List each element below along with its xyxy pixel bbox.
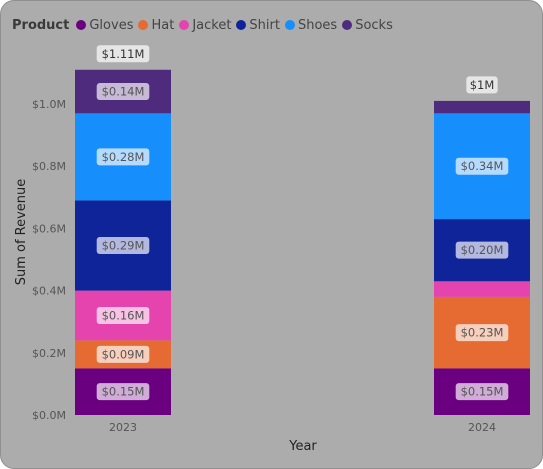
legend-item-shoes[interactable]: Shoes bbox=[284, 17, 338, 33]
data-label-gloves-2023-text: $0.15M bbox=[102, 385, 145, 399]
total-label-2024-bg bbox=[466, 76, 498, 94]
y-tick-label: $0.4M bbox=[32, 285, 66, 298]
data-label-gloves-2024-bg bbox=[455, 383, 509, 401]
legend-label: Shoes bbox=[297, 17, 338, 33]
data-label-shoes-2024: $0.34M bbox=[455, 157, 509, 175]
bars: $0.15M $0.09M $0.16M $0.29M $0.28M $0.14M $1.1… bbox=[75, 45, 530, 415]
data-label-hat-2024-bg bbox=[455, 324, 509, 342]
legend-label: Gloves bbox=[89, 17, 134, 33]
data-label-socks-2023-bg bbox=[96, 83, 150, 101]
data-label-shirt-2023-text: $0.29M bbox=[102, 239, 145, 253]
x-axis: 2023 2024 bbox=[109, 421, 496, 434]
bar-segment-jacket-2024[interactable] bbox=[434, 281, 530, 297]
data-label-jacket-2023-bg bbox=[96, 306, 150, 324]
data-label-shirt-2024: $0.20M bbox=[455, 241, 509, 259]
data-label-shirt-2024-bg bbox=[455, 241, 509, 259]
x-axis-title: Year bbox=[288, 439, 317, 454]
legend-label: Jacket bbox=[192, 17, 232, 33]
legend-swatch bbox=[236, 20, 247, 30]
total-label-2024-text: $1M bbox=[470, 78, 495, 92]
legend-item-shirt[interactable]: Shirt bbox=[236, 18, 280, 33]
y-tick-label: $1.0M bbox=[32, 98, 66, 111]
total-label-2023-text: $1.11M bbox=[102, 47, 145, 61]
legend-label: Shirt bbox=[249, 17, 280, 33]
data-label-gloves-2024-text: $0.15M bbox=[461, 385, 504, 399]
data-label-gloves-2023: $0.15M bbox=[96, 383, 150, 401]
data-label-gloves-2023-bg bbox=[96, 383, 150, 401]
x-tick-label: 2023 bbox=[109, 421, 137, 434]
y-axis-title: Sum of Revenue bbox=[14, 179, 29, 286]
data-label-hat-2023-bg bbox=[96, 345, 150, 363]
legend-items: Gloves Hat Jacket Shirt Shoes Socks bbox=[76, 18, 397, 33]
total-label-2024: $1M bbox=[466, 76, 498, 94]
total-label-2023-bg bbox=[96, 45, 150, 63]
y-tick-label: $0.8M bbox=[32, 160, 66, 173]
data-label-shoes-2023: $0.28M bbox=[96, 148, 150, 166]
data-label-shoes-2023-text: $0.28M bbox=[102, 150, 145, 164]
legend-swatch bbox=[138, 20, 149, 30]
legend-item-hat[interactable]: Hat bbox=[138, 18, 174, 33]
data-label-socks-2023-text: $0.14M bbox=[102, 85, 145, 99]
y-axis: $0.0M $0.2M $0.4M $0.6M $0.8M $1.0M bbox=[32, 98, 66, 422]
total-label-2023: $1.11M bbox=[96, 45, 150, 63]
data-label-shoes-2024-bg bbox=[455, 157, 509, 175]
legend-item-gloves[interactable]: Gloves bbox=[76, 18, 133, 33]
data-label-shirt-2023-bg bbox=[96, 237, 150, 255]
data-label-socks-2023: $0.14M bbox=[96, 83, 150, 101]
legend-title: Product bbox=[12, 17, 70, 33]
data-label-hat-2023-text: $0.09M bbox=[102, 347, 145, 361]
data-label-jacket-2023: $0.16M bbox=[96, 306, 150, 324]
y-tick-label: $0.6M bbox=[32, 222, 66, 235]
legend-swatch bbox=[76, 20, 87, 30]
legend-swatch bbox=[342, 20, 353, 30]
legend-swatch bbox=[179, 20, 190, 30]
legend-label: Socks bbox=[355, 17, 393, 33]
data-label-gloves-2024: $0.15M bbox=[455, 383, 509, 401]
y-tick-label: $0.0M bbox=[32, 409, 66, 422]
legend-swatch bbox=[284, 20, 295, 30]
data-label-hat-2023: $0.09M bbox=[96, 345, 150, 363]
data-label-jacket-2023-text: $0.16M bbox=[102, 308, 145, 322]
data-label-shoes-2023-bg bbox=[96, 148, 150, 166]
legend-label: Hat bbox=[151, 17, 175, 33]
data-label-hat-2024-text: $0.23M bbox=[461, 326, 504, 340]
bar-segment-socks-2024[interactable] bbox=[434, 100, 530, 114]
data-label-hat-2024: $0.23M bbox=[455, 324, 509, 342]
data-label-shirt-2024-text: $0.20M bbox=[461, 243, 504, 257]
x-tick-label: 2024 bbox=[468, 421, 496, 434]
data-label-shoes-2024-text: $0.34M bbox=[461, 159, 504, 173]
y-tick-label: $0.2M bbox=[32, 347, 66, 360]
legend-item-jacket[interactable]: Jacket bbox=[179, 18, 231, 33]
legend: Product Gloves Hat Jacket Shirt Shoes Socks bbox=[12, 16, 398, 34]
legend-item-socks[interactable]: Socks bbox=[342, 18, 393, 33]
data-label-shirt-2023: $0.29M bbox=[96, 237, 150, 255]
